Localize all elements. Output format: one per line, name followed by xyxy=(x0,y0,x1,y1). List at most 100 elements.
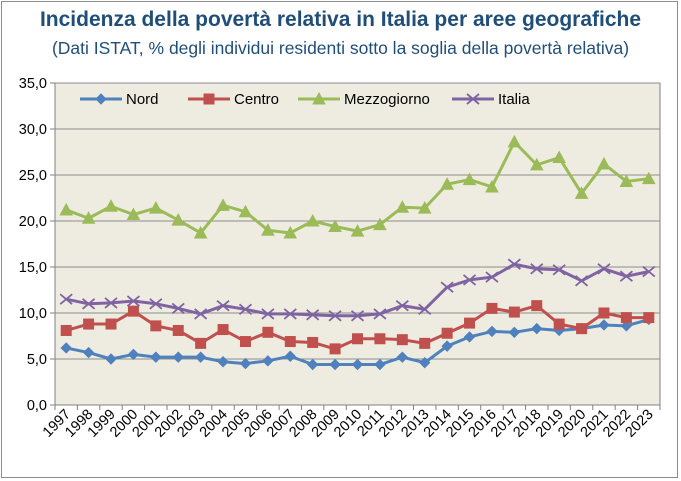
data-point-mezzogiorno xyxy=(305,213,320,227)
legend-item-italia: Italia xyxy=(452,91,530,108)
data-point-italia xyxy=(373,308,387,320)
data-point-mezzogiorno xyxy=(440,177,454,190)
data-point-mezzogiorno xyxy=(59,202,74,216)
data-point-mezzogiorno xyxy=(641,171,656,185)
data-point-centro xyxy=(598,307,610,319)
legend-label-nord: Nord xyxy=(126,91,159,108)
data-point-centro xyxy=(441,327,453,339)
data-point-mezzogiorno xyxy=(395,200,410,213)
data-point-centro xyxy=(307,336,319,348)
data-point-italia xyxy=(194,308,208,320)
series-italia xyxy=(59,258,656,322)
data-point-nord xyxy=(239,357,252,370)
data-point-centro xyxy=(620,312,632,324)
data-point-centro xyxy=(419,337,431,349)
data-point-nord xyxy=(531,322,543,335)
data-point-italia xyxy=(440,281,454,293)
data-point-mezzogiorno xyxy=(193,225,208,239)
data-point-nord xyxy=(598,319,610,331)
y-tick-label: 30,0 xyxy=(19,122,47,138)
data-point-centro xyxy=(239,336,251,348)
y-tick-label: 25,0 xyxy=(19,168,47,184)
data-point-italia xyxy=(104,297,118,309)
data-point-mezzogiorno xyxy=(574,186,589,199)
y-tick-label: 0,0 xyxy=(27,398,47,414)
data-point-mezzogiorno xyxy=(148,201,163,214)
data-point-nord xyxy=(396,351,409,363)
data-point-mezzogiorno xyxy=(171,213,186,226)
legend-marker-mezzogiorno xyxy=(312,91,326,105)
chart-title: Incidenza della povertà relativa in Ital… xyxy=(39,8,642,31)
data-point-italia xyxy=(462,274,477,286)
data-point-italia xyxy=(59,293,73,305)
data-point-mezzogiorno xyxy=(373,217,387,231)
series-nord xyxy=(60,313,655,371)
data-point-nord xyxy=(284,350,296,362)
data-point-centro xyxy=(396,334,408,346)
data-point-mezzogiorno xyxy=(485,179,499,193)
data-point-centro xyxy=(127,305,139,317)
data-point-centro xyxy=(329,343,341,355)
data-point-nord xyxy=(620,320,633,332)
data-point-centro xyxy=(531,300,543,312)
data-point-italia xyxy=(171,302,185,315)
data-point-mezzogiorno xyxy=(81,211,96,224)
data-point-centro xyxy=(83,318,95,330)
legend-label-italia: Italia xyxy=(498,91,530,108)
data-point-italia xyxy=(552,264,566,276)
series-mezzogiorno xyxy=(59,134,656,239)
legend-item-mezzogiorno: Mezzogiorno xyxy=(298,91,430,108)
legend-marker-italia xyxy=(466,93,480,105)
data-point-nord xyxy=(105,353,117,365)
data-point-italia xyxy=(530,263,544,275)
data-point-mezzogiorno xyxy=(126,207,141,221)
data-point-italia xyxy=(507,258,521,270)
data-point-centro xyxy=(464,317,476,329)
data-point-nord xyxy=(150,351,162,363)
data-point-mezzogiorno xyxy=(283,225,298,239)
y-tick-label: 5,0 xyxy=(27,352,47,368)
data-point-centro xyxy=(643,312,655,324)
data-point-mezzogiorno xyxy=(350,224,365,237)
y-tick-label: 20,0 xyxy=(19,214,47,230)
data-point-italia xyxy=(395,299,409,312)
legend-label-mezzogiorno: Mezzogiorno xyxy=(344,91,430,108)
data-point-mezzogiorno xyxy=(417,201,432,214)
y-tick-label: 10,0 xyxy=(19,306,47,322)
data-point-mezzogiorno xyxy=(619,174,634,187)
data-point-italia xyxy=(82,298,96,310)
data-point-italia xyxy=(149,298,163,310)
data-point-nord xyxy=(194,351,207,363)
data-point-mezzogiorno xyxy=(529,157,544,171)
data-point-centro xyxy=(217,324,229,336)
data-point-mezzogiorno xyxy=(104,199,118,212)
data-point-nord xyxy=(374,358,386,371)
legend-marker-centro xyxy=(203,93,215,105)
data-point-italia xyxy=(306,309,320,321)
data-point-italia xyxy=(328,310,342,322)
data-point-nord xyxy=(306,358,319,371)
data-point-nord xyxy=(463,331,476,343)
data-point-nord xyxy=(441,340,453,352)
legend-item-nord: Nord xyxy=(80,91,159,108)
data-point-centro xyxy=(508,306,520,318)
data-point-italia xyxy=(350,310,365,322)
data-point-centro xyxy=(262,326,274,338)
series-centro xyxy=(60,300,655,355)
data-point-centro xyxy=(172,324,184,336)
data-point-italia xyxy=(597,263,611,275)
data-point-nord xyxy=(262,355,274,367)
data-point-mezzogiorno xyxy=(462,172,477,186)
data-point-nord xyxy=(419,356,431,369)
data-point-nord xyxy=(508,326,521,339)
data-point-centro xyxy=(60,324,72,336)
data-point-mezzogiorno xyxy=(328,219,342,233)
legend-item-centro: Centro xyxy=(188,91,279,108)
data-point-centro xyxy=(553,318,565,330)
legend-marker-nord xyxy=(95,93,107,105)
data-point-centro xyxy=(576,323,588,335)
data-point-italia xyxy=(238,303,253,316)
data-point-mezzogiorno xyxy=(552,150,567,164)
data-point-italia xyxy=(261,308,275,320)
